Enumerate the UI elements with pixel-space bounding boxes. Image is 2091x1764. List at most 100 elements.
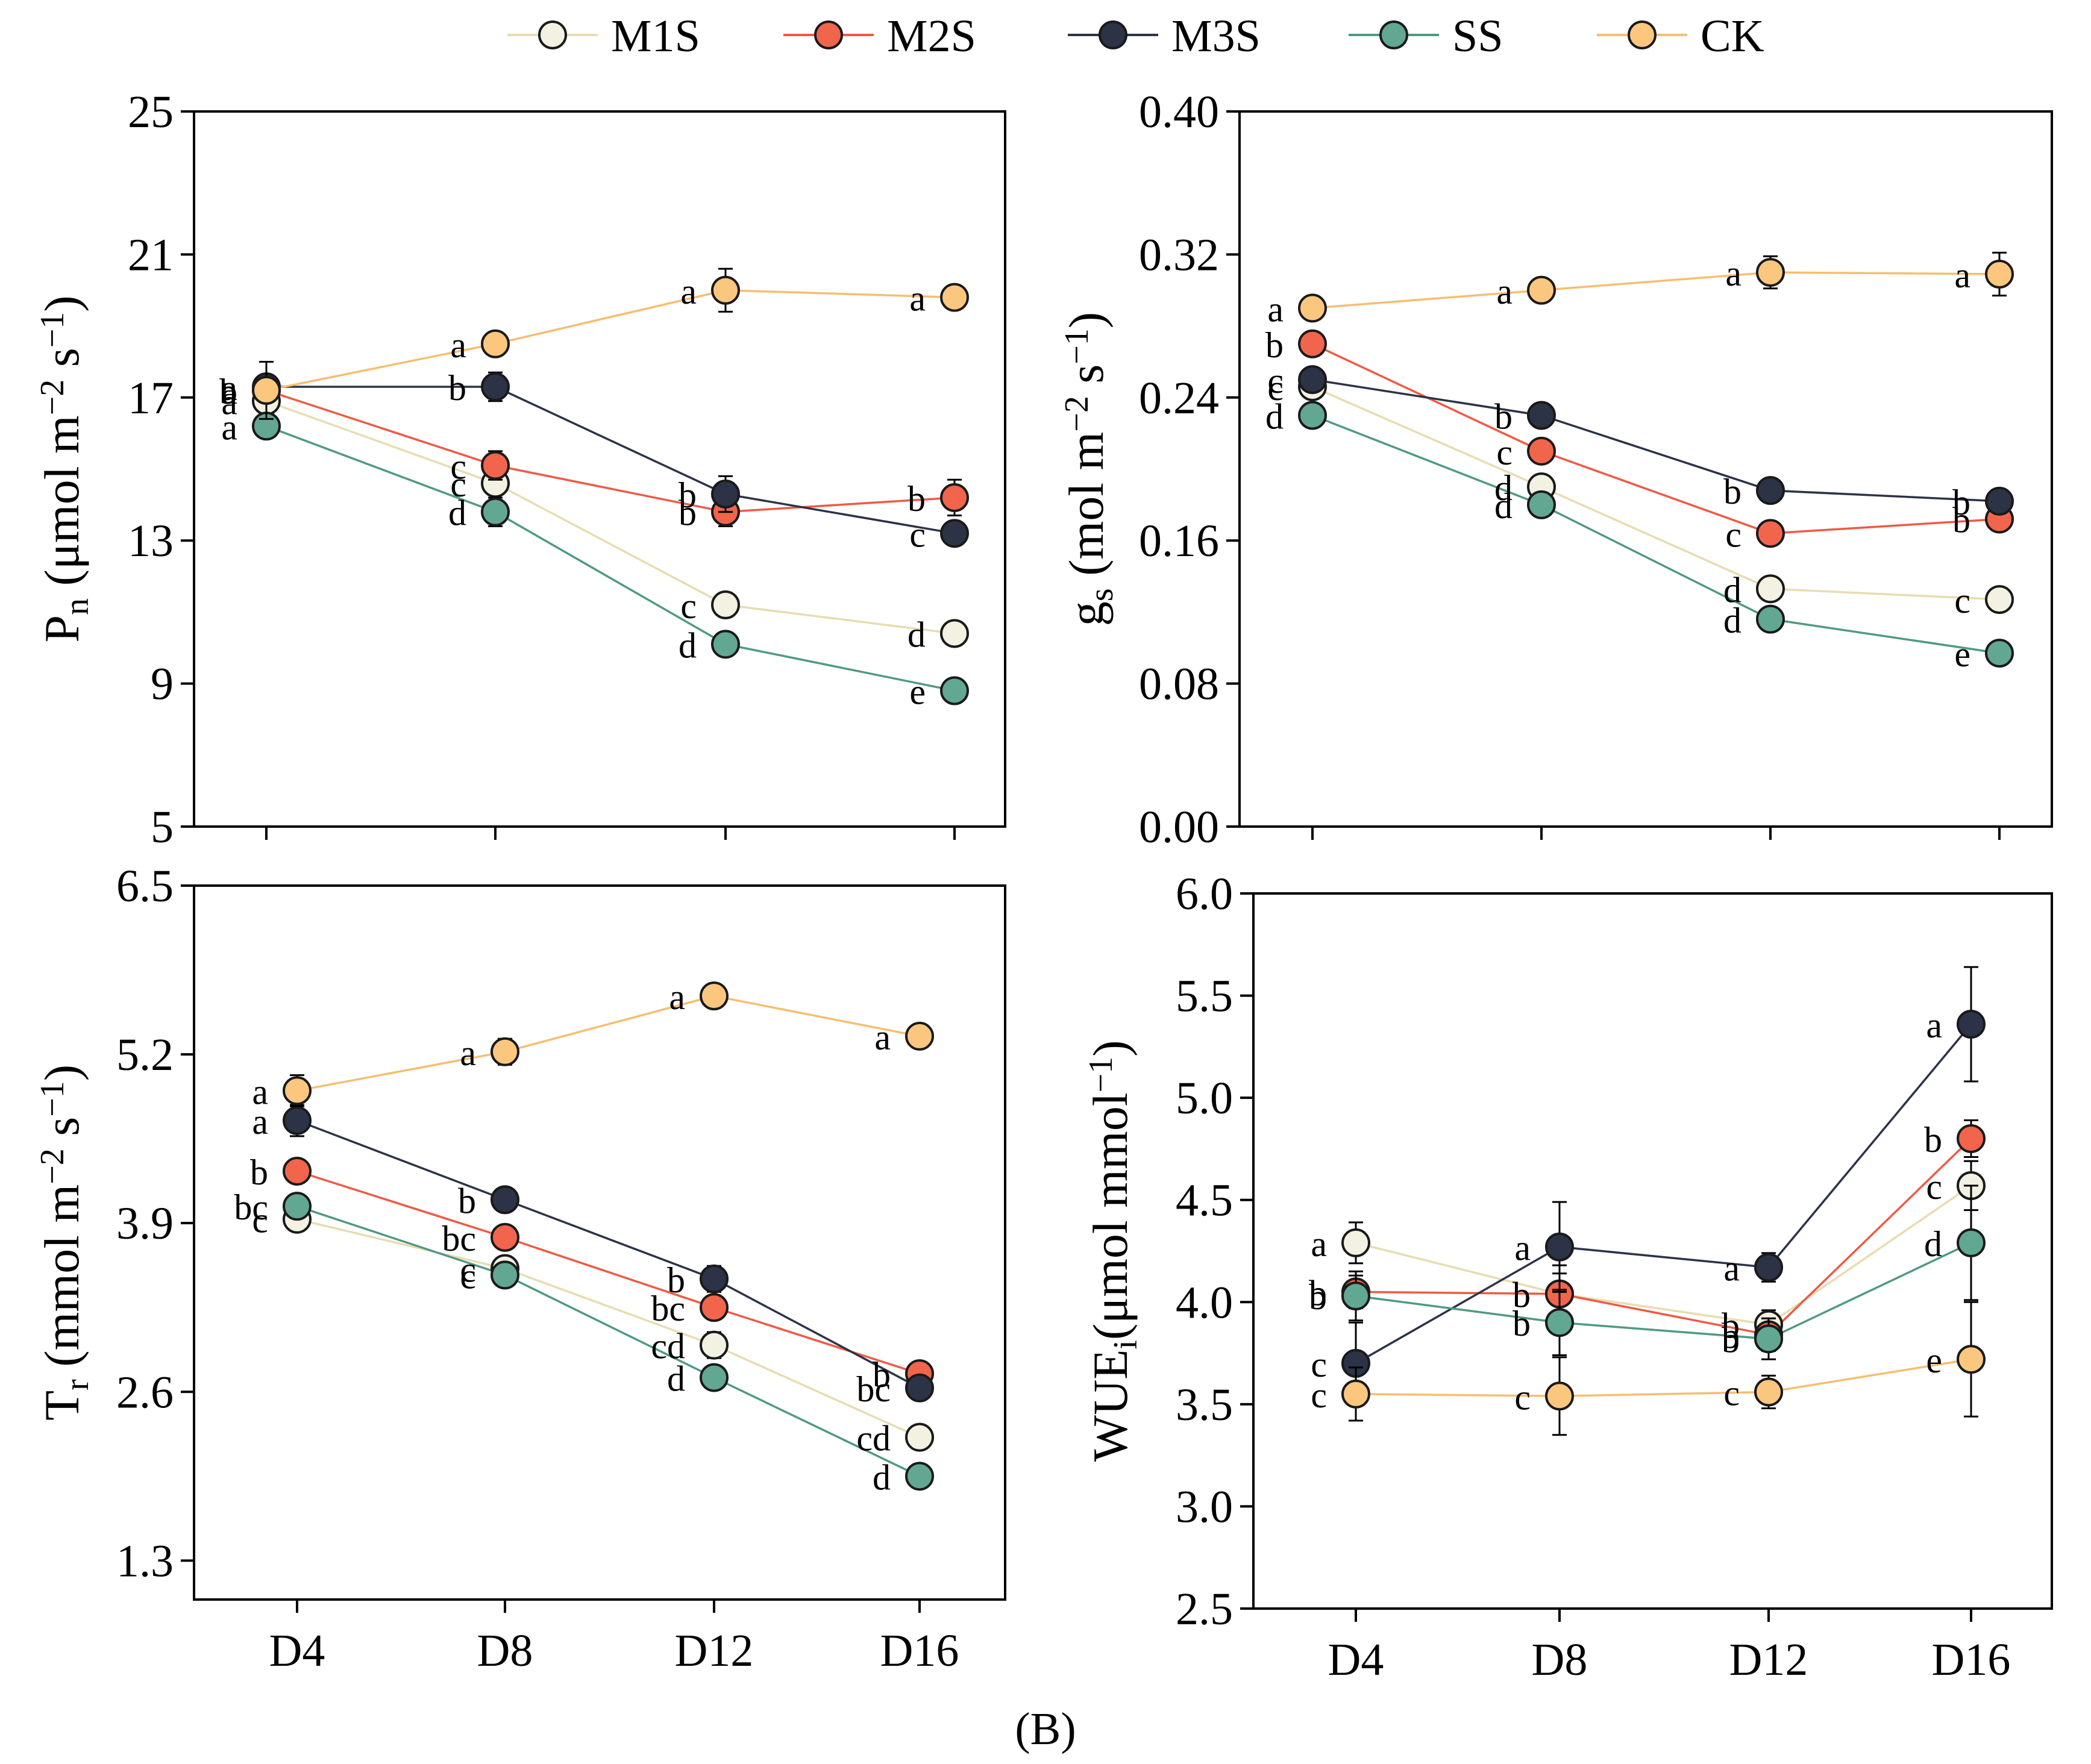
series-line-m1s [266,400,955,635]
series-line-ck [296,995,920,1092]
data-point-ck [940,283,969,312]
series-line-m3s [296,1119,920,1389]
data-point-m2s [700,1293,729,1322]
data-point-ck [1957,1345,1986,1374]
x-tick-label: D16 [1932,1634,2011,1685]
significance-letter: c [680,586,697,626]
data-point-m1s [1341,1228,1370,1257]
y-tick-label: 5 [151,802,174,852]
x-tick-label: D12 [1729,1634,1808,1685]
series-line-m1s [1312,386,2000,601]
figure-caption: (B) [1015,1704,1076,1754]
significance-letter: b [1309,1277,1327,1317]
y-axis-label: Pn (μmol m−2 s−1) [34,295,96,642]
significance-letter: d [1723,601,1741,640]
significance-letter: d [908,615,926,655]
data-point-m3s [1985,486,2014,516]
significance-letter: a [680,272,697,311]
significance-letter: b [1924,1120,1942,1160]
data-point-ss [481,497,510,527]
y-label-unit-close: ) [1083,1040,1138,1057]
data-point-ss [1756,604,1785,634]
y-label-superscript: −1 [34,312,71,348]
data-point-ck [1545,1381,1574,1411]
data-point-m2s [1957,1124,1986,1153]
x-tick-label: D8 [477,1625,533,1676]
series-line-m2s [266,389,955,513]
data-point-m3s [1527,401,1556,430]
significance-letter: c [1926,1167,1942,1207]
data-point-m1s [711,590,740,620]
significance-letter: e [1954,634,1970,674]
y-tick-label: 5.5 [1176,971,1233,1022]
y-tick-label: 5.0 [1176,1073,1233,1124]
significance-letter: b [1494,396,1513,436]
series-line-ck [1312,271,2000,310]
data-point-m1s [1756,574,1785,604]
y-label-superscript: −2 [1058,396,1096,432]
plot-frame [1238,110,2053,828]
y-tick-label: 17 [128,373,174,424]
significance-letter: b [250,1153,268,1192]
significance-letter: c [1311,1375,1327,1415]
significance-letter: a [1267,289,1284,329]
y-label-subscript: i [1107,1340,1144,1350]
data-point-ck [1527,275,1556,305]
data-point-ss [1298,401,1327,430]
data-point-ck [700,981,729,1011]
data-point-ck [491,1037,519,1066]
significance-letter: a [1926,1006,1942,1045]
legend-label: M3S [1171,11,1261,61]
series-line-m2s [296,1170,920,1375]
y-label-unit-mid: s [34,348,89,379]
significance-letter: c [1267,361,1284,401]
significance-letter: b [667,1260,685,1300]
data-point-ck [905,1021,934,1051]
significance-letter: e [909,672,926,712]
significance-letter: a [460,1033,476,1073]
y-label-main: g [1059,601,1114,626]
data-point-m3s [1957,1010,1986,1039]
data-point-m2s [491,1222,519,1252]
data-point-m3s [711,480,740,509]
data-point-ck [1754,1377,1783,1407]
y-tick-label: 9 [151,659,174,710]
significance-letter: b [908,479,926,519]
y-label-superscript: −2 [34,380,71,416]
plot-frame [193,884,1006,1601]
series-line-m3s [1355,1023,1972,1365]
data-point-ss [1985,639,2014,668]
data-point-ss [940,676,969,705]
significance-letter: c [450,447,466,487]
significance-letter: b [1513,1275,1531,1315]
y-label-superscript: −2 [34,1148,71,1184]
y-label-subscript: r [58,1379,96,1390]
data-point-ck [1341,1379,1370,1409]
data-point-m3s [283,1106,312,1135]
series-line-ss [1312,414,2000,654]
significance-letter: a [1954,255,1970,295]
y-tick-label: 4.5 [1176,1175,1233,1226]
significance-letter: c [1267,368,1284,408]
significance-letter: b [1723,472,1741,511]
data-point-m3s [1754,1253,1783,1282]
y-tick-label: 3.5 [1176,1380,1233,1430]
significance-letter: c [1723,1374,1740,1413]
legend-label: SS [1452,11,1503,61]
significance-letter: d [667,1359,685,1399]
data-point-ck [481,329,510,358]
significance-letter: a [221,383,237,422]
data-point-m2s [940,483,969,512]
data-point-m1s [905,1422,934,1452]
significance-letter: a [1723,1249,1740,1289]
series-line-m1s [296,1218,920,1439]
y-label-subscript: n [58,598,96,615]
y-label-superscript: −1 [34,1081,71,1117]
y-label-unit: (mol m [1059,432,1114,589]
significance-letter: d [1924,1224,1942,1264]
y-label-main: P [34,615,89,643]
data-point-ck [252,375,281,405]
significance-letter: b [1722,1320,1740,1360]
significance-letter: c [1954,581,1970,621]
